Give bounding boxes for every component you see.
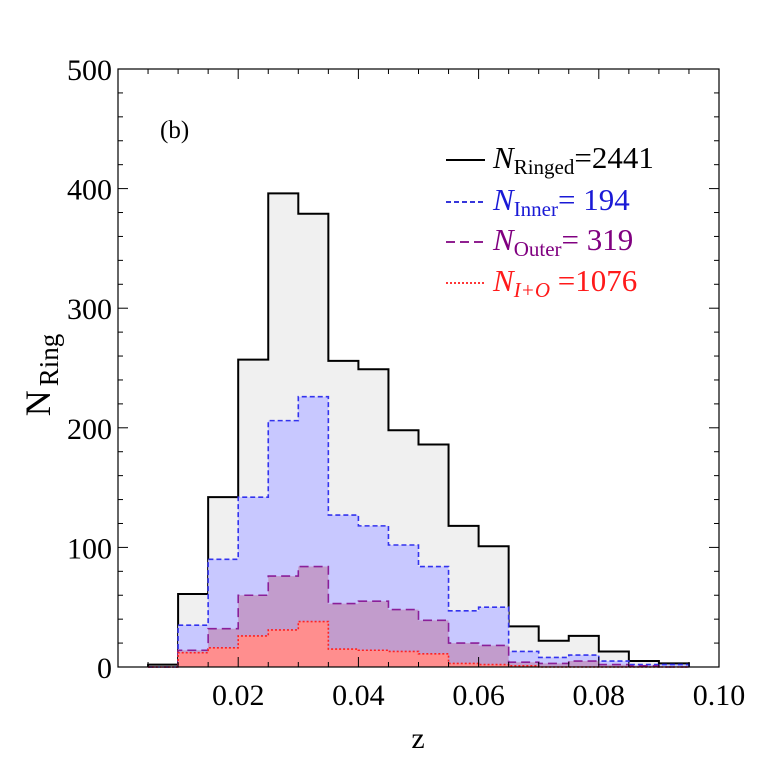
- y-axis-label-main: N: [18, 390, 58, 416]
- series-outline: [147, 192, 690, 667]
- legend-symbol: N: [492, 182, 516, 217]
- y-tick-label: 200: [67, 413, 112, 446]
- x-axis-label: z: [411, 722, 424, 755]
- bin-i-o-5: [298, 622, 328, 667]
- bin-i-o-3: [238, 636, 268, 667]
- legend-value: =2441: [574, 140, 653, 175]
- x-tick-label: 0.06: [452, 679, 505, 712]
- legend-value: =1076: [550, 263, 637, 298]
- bin-outer-14: [569, 661, 599, 667]
- bin-outer-11: [479, 645, 509, 667]
- x-tick-label: 0.02: [212, 679, 265, 712]
- legend-symbol: N: [492, 263, 516, 298]
- legend-subscript: I+O: [513, 278, 550, 302]
- legend-value: = 319: [562, 222, 634, 257]
- legend-symbol: N: [492, 140, 516, 175]
- x-tick-label: 0.10: [693, 679, 746, 712]
- y-tick-labels: 0 100 200 300 400 500: [67, 54, 112, 685]
- bin-i-o-7: [358, 650, 388, 667]
- y-tick-label: 100: [67, 532, 112, 565]
- bin-i-o-8: [388, 651, 418, 667]
- bin-i-o-2: [208, 648, 238, 667]
- bin-i-o-1: [178, 653, 208, 667]
- series-outline: [148, 565, 689, 668]
- panel-label: (b): [160, 117, 189, 144]
- legend-item-3: NI+O =1076: [446, 263, 637, 302]
- legend-item-2: NOuter= 319: [446, 222, 633, 261]
- series-fill: [148, 621, 689, 667]
- legend-symbol: N: [492, 222, 516, 257]
- axis-ticks: [118, 69, 719, 667]
- legend-item-0: NRinged=2441: [446, 140, 654, 179]
- series-outline: [148, 395, 690, 668]
- legend-subscript: Ringed: [514, 155, 575, 179]
- y-tick-label: 0: [97, 652, 112, 685]
- legend-subscript: Outer: [514, 237, 562, 261]
- legend-label: NInner= 194: [492, 182, 630, 221]
- svg-text:NRing: N Ring: [18, 334, 64, 417]
- bin-i-o-6: [328, 649, 358, 667]
- y-tick-label: 300: [67, 293, 112, 326]
- legend-value: = 194: [558, 182, 630, 217]
- x-tick-label: 0.04: [332, 679, 385, 712]
- legend-label: NI+O =1076: [492, 263, 637, 302]
- y-tick-label: 400: [67, 174, 112, 207]
- x-tick-labels: 0.02 0.04 0.06 0.08 0.10: [212, 679, 745, 712]
- y-axis-label-sub: Ring: [34, 334, 64, 387]
- y-tick-label: 500: [67, 54, 112, 87]
- legend-label: NOuter= 319: [492, 222, 633, 261]
- legend-item-1: NInner= 194: [446, 182, 630, 221]
- x-tick-label: 0.08: [573, 679, 626, 712]
- histogram-bars: [147, 192, 690, 668]
- legend-label: NRinged=2441: [492, 140, 654, 179]
- bin-i-o-9: [419, 654, 449, 667]
- bin-i-o-4: [268, 630, 298, 667]
- legend-subscript: Inner: [514, 197, 558, 221]
- y-axis-label: N Ring: [18, 334, 64, 417]
